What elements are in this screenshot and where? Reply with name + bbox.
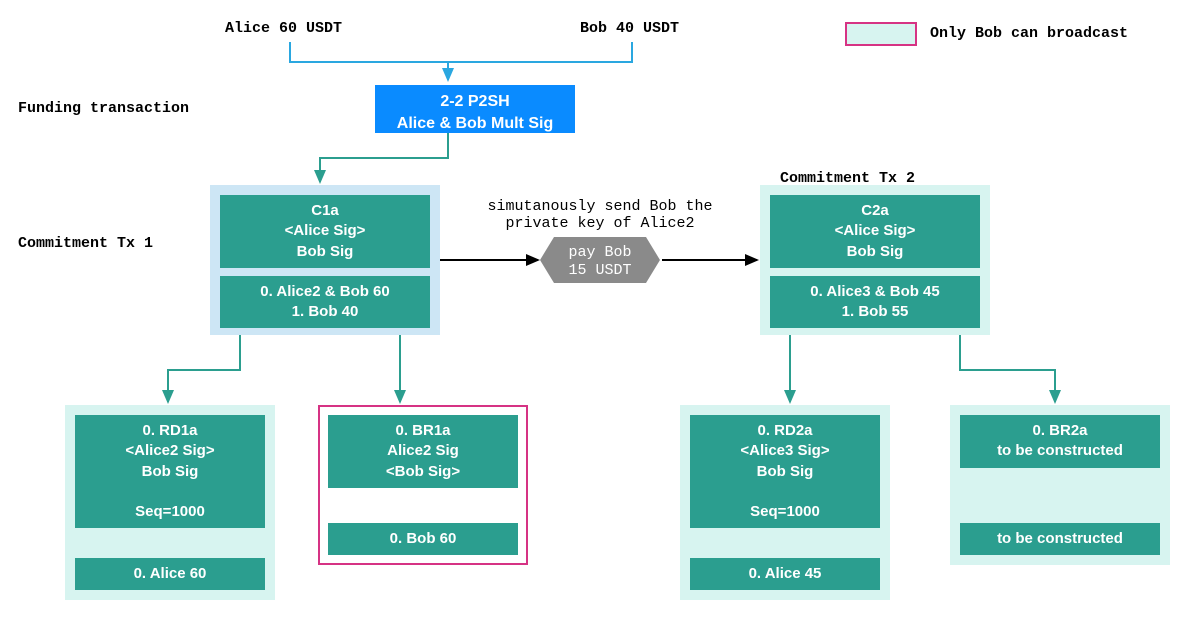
br2a-top-line: 0. BR2a	[964, 421, 1156, 441]
br1a-top-line: Alice2 Sig	[332, 441, 514, 461]
pay-note-line2: private key of Alice2	[480, 215, 720, 232]
c2a-top-line: Bob Sig	[774, 242, 976, 262]
br1a-bottom-line: 0. Bob 60	[332, 529, 514, 549]
pay-hex-line2: 15 USDT	[568, 262, 631, 279]
edge-c2a-to-br2a	[960, 335, 1055, 402]
br1a-top-line: <Bob Sig>	[332, 462, 514, 482]
funding-node: 2-2 P2SH Alice & Bob Mult Sig	[375, 85, 575, 133]
br1a-bottom-block: 0. Bob 60	[328, 523, 518, 555]
pay-hex-line1: pay Bob	[568, 244, 631, 261]
rd2a-bottom-line: 0. Alice 45	[694, 564, 876, 584]
edge-alice-in	[290, 42, 448, 80]
alice-input-label: Alice 60 USDT	[225, 20, 342, 37]
rd1a-top-line	[79, 482, 261, 502]
edge-c1a-to-rd1a	[168, 335, 240, 402]
c2a-bottom-line: 1. Bob 55	[774, 302, 976, 322]
rd1a-top-line: Bob Sig	[79, 462, 261, 482]
c1a-top-line: C1a	[224, 201, 426, 221]
c1a-node: C1a<Alice Sig>Bob Sig 0. Alice2 & Bob 601…	[210, 185, 440, 335]
rd1a-top-line: <Alice2 Sig>	[79, 441, 261, 461]
br1a-top-line: 0. BR1a	[332, 421, 514, 441]
rd2a-top-line: Seq=1000	[694, 502, 876, 522]
rd2a-bottom-block: 0. Alice 45	[690, 558, 880, 590]
c2a-bottom-line: 0. Alice3 & Bob 45	[774, 282, 976, 302]
rd2a-node: 0. RD2a<Alice3 Sig>Bob Sig Seq=1000 0. Al…	[680, 405, 890, 600]
c1a-bottom-block: 0. Alice2 & Bob 601. Bob 40	[220, 276, 430, 329]
funding-label: Funding transaction	[18, 100, 189, 117]
legend-label: Only Bob can broadcast	[930, 25, 1128, 42]
rd2a-top-block: 0. RD2a<Alice3 Sig>Bob Sig Seq=1000	[690, 415, 880, 528]
rd1a-bottom-line: 0. Alice 60	[79, 564, 261, 584]
c1a-top-block: C1a<Alice Sig>Bob Sig	[220, 195, 430, 268]
c2a-node: C2a<Alice Sig>Bob Sig 0. Alice3 & Bob 451…	[760, 185, 990, 335]
c2a-top-line: C2a	[774, 201, 976, 221]
rd2a-top-line: <Alice3 Sig>	[694, 441, 876, 461]
funding-line2: Alice & Bob Mult Sig	[383, 113, 567, 135]
rd1a-top-block: 0. RD1a<Alice2 Sig>Bob Sig Seq=1000	[75, 415, 265, 528]
rd1a-top-line: Seq=1000	[79, 502, 261, 522]
rd2a-top-line: Bob Sig	[694, 462, 876, 482]
rd2a-top-line	[694, 482, 876, 502]
rd1a-top-line: 0. RD1a	[79, 421, 261, 441]
br1a-node: 0. BR1aAlice2 Sig<Bob Sig> 0. Bob 60	[318, 405, 528, 565]
edge-fund-to-c1a	[320, 133, 448, 182]
c1a-bottom-line: 1. Bob 40	[224, 302, 426, 322]
br2a-top-line: to be constructed	[964, 441, 1156, 461]
br2a-node: 0. BR2ato be constructedto be constructe…	[950, 405, 1170, 565]
pay-note: simutanously send Bob the private key of…	[480, 198, 720, 232]
rd1a-node: 0. RD1a<Alice2 Sig>Bob Sig Seq=1000 0. Al…	[65, 405, 275, 600]
rd1a-bottom-block: 0. Alice 60	[75, 558, 265, 590]
funding-line1: 2-2 P2SH	[383, 91, 567, 113]
br1a-top-block: 0. BR1aAlice2 Sig<Bob Sig>	[328, 415, 518, 488]
edge-bob-in	[448, 42, 632, 62]
c1a-bottom-line: 0. Alice2 & Bob 60	[224, 282, 426, 302]
c2a-bottom-block: 0. Alice3 & Bob 451. Bob 55	[770, 276, 980, 329]
legend-swatch	[845, 22, 917, 46]
br2a-top-block: 0. BR2ato be constructed	[960, 415, 1160, 468]
rd2a-top-line: 0. RD2a	[694, 421, 876, 441]
bob-input-label: Bob 40 USDT	[580, 20, 679, 37]
pay-note-line1: simutanously send Bob the	[480, 198, 720, 215]
c1a-top-line: <Alice Sig>	[224, 221, 426, 241]
br2a-bottom-line: to be constructed	[964, 529, 1156, 549]
c2a-top-block: C2a<Alice Sig>Bob Sig	[770, 195, 980, 268]
c2a-top-line: <Alice Sig>	[774, 221, 976, 241]
c1a-top-line: Bob Sig	[224, 242, 426, 262]
br2a-bottom-block: to be constructed	[960, 523, 1160, 555]
commit1-label: Commitment Tx 1	[18, 235, 153, 252]
